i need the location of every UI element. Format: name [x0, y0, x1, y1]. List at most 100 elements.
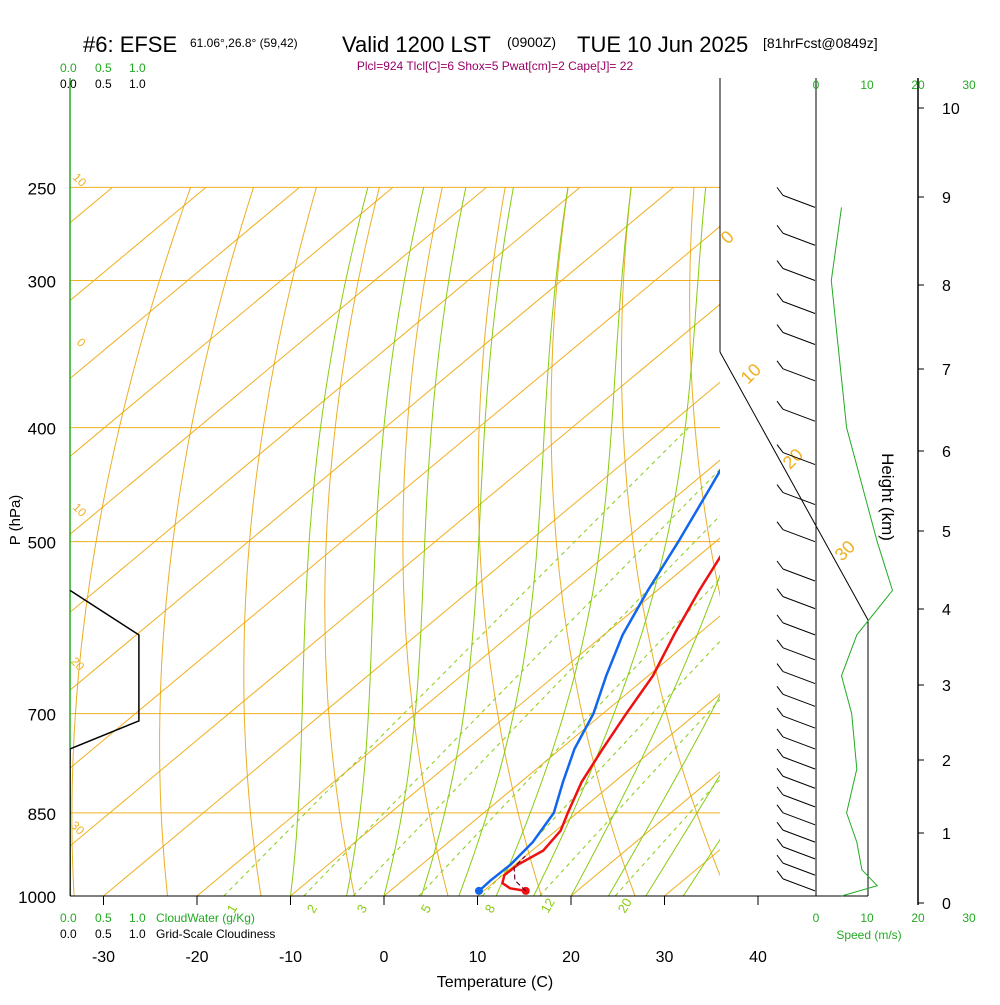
- wind-barb-flag: [777, 749, 783, 757]
- mixing-ratio-label-20: 20: [615, 895, 635, 915]
- speed-tick-top-1: 10: [860, 78, 874, 92]
- mixing-ratio-label-12: 12: [538, 895, 558, 915]
- wind-barb-flag: [777, 187, 783, 195]
- wind-barb: [783, 716, 815, 728]
- cloudiness-tick-top-2: 1.0: [129, 77, 146, 91]
- station-coords: 61.06°,26.8° (59,42): [190, 36, 298, 50]
- wind-barb: [783, 369, 815, 381]
- stability-indices: Plcl=924 Tlcl[C]=6 Shox=5 Pwat[cm]=2 Cap…: [357, 59, 634, 73]
- mixing-ratio-label-2: 2: [304, 902, 321, 916]
- speed-tick-bottom-2: 20: [911, 911, 925, 925]
- height-tick-label-2: 2: [942, 753, 951, 770]
- wind-barb-flag: [777, 445, 783, 453]
- height-tick-label-8: 8: [942, 278, 951, 295]
- temperature-tick-label-30: 30: [656, 949, 674, 966]
- forecast-info: [81hrFcst@0849z]: [763, 35, 878, 51]
- height-tick-label-3: 3: [942, 678, 951, 695]
- temperature-tick-label--30: -30: [92, 949, 115, 966]
- wind-barb: [783, 333, 815, 345]
- isotherm-label-20: 20: [68, 654, 88, 674]
- wind-barb: [783, 302, 815, 314]
- wind-barb-flag: [777, 615, 783, 623]
- wind-barb: [783, 530, 815, 542]
- height-tick-label-5: 5: [942, 524, 951, 541]
- zulu-time: (0900Z): [507, 34, 556, 50]
- temperature-tick-label-10: 10: [469, 949, 487, 966]
- cloudiness-tick-top-1: 0.5: [95, 77, 112, 91]
- wind-barb-flag: [777, 401, 783, 409]
- wind-barb: [783, 863, 815, 875]
- wind-barb-flag: [777, 361, 783, 369]
- mixing-ratio-line: [482, 428, 922, 896]
- cloudiness-tick-bottom-1: 0.5: [95, 927, 112, 941]
- pressure-tick-label-700: 700: [28, 706, 56, 725]
- wind-barb: [783, 830, 815, 842]
- wind-barb: [783, 233, 815, 245]
- wind-barb-flag: [777, 708, 783, 716]
- wind-barb: [783, 737, 815, 749]
- pressure-tick-label-300: 300: [28, 273, 56, 292]
- x-axis-label: Temperature (C): [437, 974, 553, 991]
- valid-time: Valid 1200 LST: [342, 32, 491, 57]
- wind-barb: [783, 648, 815, 660]
- dry-adiabat-line: [690, 187, 822, 896]
- wind-barb-flag: [777, 686, 783, 694]
- cloudwater-tick-bottom-1: 0.5: [95, 911, 112, 925]
- isotherm-label-20: 20: [779, 445, 807, 473]
- height-tick-label-4: 4: [942, 602, 951, 619]
- wind-barb-flag: [777, 261, 783, 269]
- wind-barb-flag: [777, 768, 783, 776]
- wind-barb-flag: [777, 871, 783, 879]
- pressure-tick-label-850: 850: [28, 805, 56, 824]
- wind-barb-flag: [777, 561, 783, 569]
- wind-barb-flag: [777, 640, 783, 648]
- speed-tick-top-0: 0: [813, 78, 820, 92]
- mixing-ratio-line: [353, 428, 806, 896]
- plot-diagonal-edge: [720, 352, 868, 620]
- wind-barb: [783, 672, 815, 684]
- cloudiness-tick-top-0: 0.0: [60, 77, 77, 91]
- temperature-tick-label--20: -20: [185, 949, 208, 966]
- wind-barb: [783, 623, 815, 635]
- wind-barb: [783, 195, 815, 207]
- temperature-line: [502, 207, 1000, 891]
- isotherm-line: [852, 187, 1000, 896]
- cloudiness-profile: [70, 590, 139, 896]
- wind-barb: [783, 694, 815, 706]
- cloudwater-tick-top-1: 0.5: [95, 61, 112, 75]
- height-axis-label: Height (km): [878, 453, 897, 541]
- wind-barb: [783, 813, 815, 825]
- wind-barb-flag: [777, 485, 783, 493]
- dry-adiabat-line: [946, 187, 1000, 896]
- wind-barb: [783, 409, 815, 421]
- mixing-ratio-line: [540, 428, 974, 896]
- cloudwater-tick-top-0: 0.0: [60, 61, 77, 75]
- wind-barb-flag: [777, 664, 783, 672]
- speed-tick-bottom-3: 30: [962, 911, 976, 925]
- wind-barb-flag: [777, 294, 783, 302]
- wind-barb: [783, 569, 815, 581]
- height-tick-label-6: 6: [942, 444, 951, 461]
- y-axis-label: P (hPa): [7, 495, 24, 546]
- valid-date: TUE 10 Jun 2025: [577, 32, 748, 57]
- wind-barb-flag: [777, 787, 783, 795]
- mixing-ratio-label-5: 5: [418, 902, 435, 916]
- cloudiness-tick-bottom-2: 1.0: [129, 927, 146, 941]
- height-tick-label-10: 10: [942, 101, 960, 118]
- isotherm-line: [945, 187, 1000, 896]
- cloudwater-label: CloudWater (g/Kg): [156, 911, 255, 925]
- wind-barb-flag: [777, 729, 783, 737]
- cloudwater-tick-bottom-0: 0.0: [60, 911, 77, 925]
- wind-barb: [783, 757, 815, 769]
- temperature-tick-label--10: -10: [279, 949, 302, 966]
- speed-tick-bottom-0: 0: [813, 911, 820, 925]
- isotherm-label-10: 10: [70, 500, 90, 520]
- pressure-tick-label-1000: 1000: [18, 888, 56, 907]
- dewpoint-surface-point: [475, 887, 483, 895]
- mixing-ratio-label-3: 3: [354, 902, 371, 916]
- mixing-ratio-line: [304, 428, 761, 896]
- mixing-ratio-label-8: 8: [482, 902, 499, 916]
- wind-barb: [783, 879, 815, 891]
